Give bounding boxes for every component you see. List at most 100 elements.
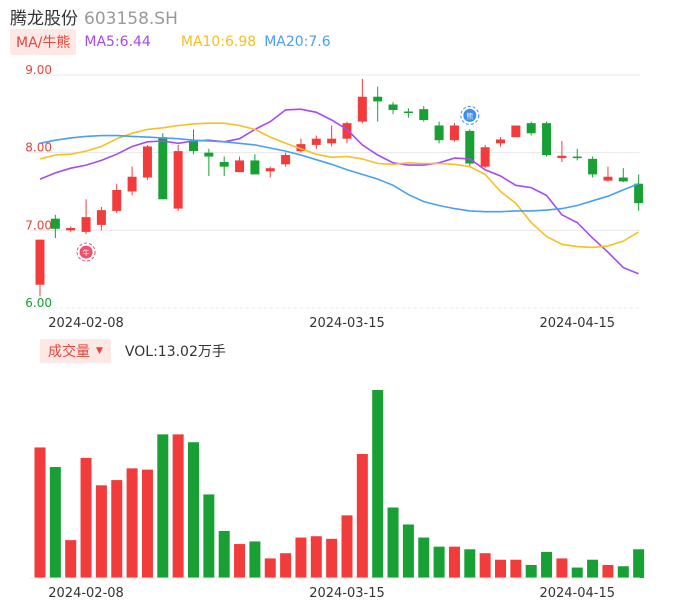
y-tick-label: 7.00	[25, 218, 52, 232]
volume-value: VOL:13.02万手	[124, 344, 226, 360]
x-tick-label: 2024-04-15	[539, 586, 615, 601]
candle-body	[173, 151, 183, 209]
candle-body	[96, 210, 106, 225]
candle-body	[357, 96, 367, 122]
candle-body	[434, 125, 444, 141]
candle-body	[526, 123, 536, 134]
candle-body	[449, 125, 459, 141]
candle-body	[542, 123, 552, 155]
volume-bar	[157, 434, 169, 578]
volume-bar	[126, 468, 138, 578]
x-tick-label: 2024-03-15	[309, 586, 385, 601]
caret-down-icon: ▼	[96, 346, 103, 356]
volume-bar	[556, 558, 568, 578]
candle-body	[112, 189, 122, 211]
volume-bar	[341, 515, 353, 578]
candle-body	[373, 96, 383, 102]
candle-body	[296, 144, 306, 152]
candle-body	[204, 152, 214, 157]
volume-bar	[402, 524, 414, 578]
candle-body	[50, 218, 60, 229]
volume-indicator-row: 成交量 ▼ VOL:13.02万手	[40, 339, 226, 363]
candle-body	[281, 154, 291, 165]
stock-header: 腾龙股份 603158.SH	[10, 4, 178, 29]
volume-bar	[541, 551, 553, 578]
candle-body	[142, 146, 152, 178]
ma-indicator-selector[interactable]: MA/牛熊	[10, 29, 77, 55]
volume-bar	[310, 536, 322, 578]
volume-bar	[510, 559, 522, 578]
candle-body	[557, 155, 567, 159]
volume-bar	[525, 564, 537, 578]
ma5-line	[39, 108, 639, 275]
candle-body	[35, 239, 45, 285]
ma20-line	[39, 134, 639, 213]
volume-bar	[249, 541, 261, 578]
volume-bar	[234, 544, 246, 578]
volume-bar	[464, 549, 476, 578]
candle-body	[634, 183, 644, 204]
candle-body	[327, 138, 337, 144]
candle-body	[572, 156, 582, 159]
volume-bar	[495, 559, 506, 578]
y-tick-label: 6.00	[25, 296, 52, 310]
ma5-value: MA5:6.44	[84, 34, 151, 50]
volume-bar	[264, 558, 276, 578]
candle-body	[588, 158, 598, 175]
volume-bar	[387, 507, 399, 578]
candle-body	[250, 160, 260, 175]
volume-bar	[433, 546, 445, 578]
candle-body	[480, 147, 490, 167]
candle-body	[219, 161, 229, 167]
candle-body	[66, 228, 76, 231]
volume-bar	[49, 467, 61, 578]
volume-bar	[633, 549, 645, 578]
candle-body	[342, 123, 352, 139]
bear-marker-icon-glyph: 熊	[466, 111, 473, 120]
stock-name: 腾龙股份	[10, 9, 78, 29]
bull-marker-icon-ring	[76, 242, 96, 262]
volume-bar	[34, 447, 46, 578]
volume-bar	[326, 538, 338, 578]
volume-bar	[372, 390, 384, 578]
y-tick-label: 8.00	[25, 141, 52, 155]
volume-bar	[172, 434, 184, 578]
volume-label: 成交量	[48, 344, 90, 360]
volume-bar	[571, 567, 583, 578]
candle-body	[158, 137, 168, 200]
bull-marker-icon-glyph: 牛	[83, 248, 90, 257]
volume-bar	[448, 546, 460, 578]
y-tick-label: 9.00	[25, 63, 52, 77]
stock-code: 603158.SH	[84, 9, 178, 29]
bull-marker-icon	[79, 245, 93, 259]
volume-bar	[95, 485, 107, 578]
x-tick-label: 2024-02-08	[48, 316, 124, 331]
volume-bar	[295, 537, 307, 578]
volume-bar	[617, 566, 629, 578]
candle-body	[189, 141, 198, 152]
x-tick-label: 2024-02-08	[48, 586, 124, 601]
bear-marker-icon-ring	[460, 105, 480, 125]
volume-bar	[111, 480, 123, 578]
volume-bar	[141, 469, 153, 578]
candle-body	[403, 111, 413, 114]
ma10-line	[39, 122, 640, 249]
volume-bar	[280, 553, 292, 578]
candle-body	[235, 160, 245, 173]
volume-bar	[602, 564, 614, 578]
volume-bar	[80, 457, 92, 578]
volume-bar	[188, 442, 199, 578]
ma10-value: MA10:6.98	[180, 34, 257, 50]
candle-body	[127, 176, 137, 192]
candle-body	[618, 177, 628, 182]
candle-body	[311, 138, 321, 145]
volume-bar	[203, 494, 215, 578]
ma20-value: MA20:7.6	[264, 34, 331, 50]
candle-body	[388, 104, 398, 110]
volume-indicator-selector[interactable]: 成交量 ▼	[40, 339, 111, 363]
volume-bar	[218, 531, 230, 578]
candle-body	[603, 176, 613, 181]
candle-body	[81, 217, 91, 232]
candle-body	[265, 168, 275, 172]
